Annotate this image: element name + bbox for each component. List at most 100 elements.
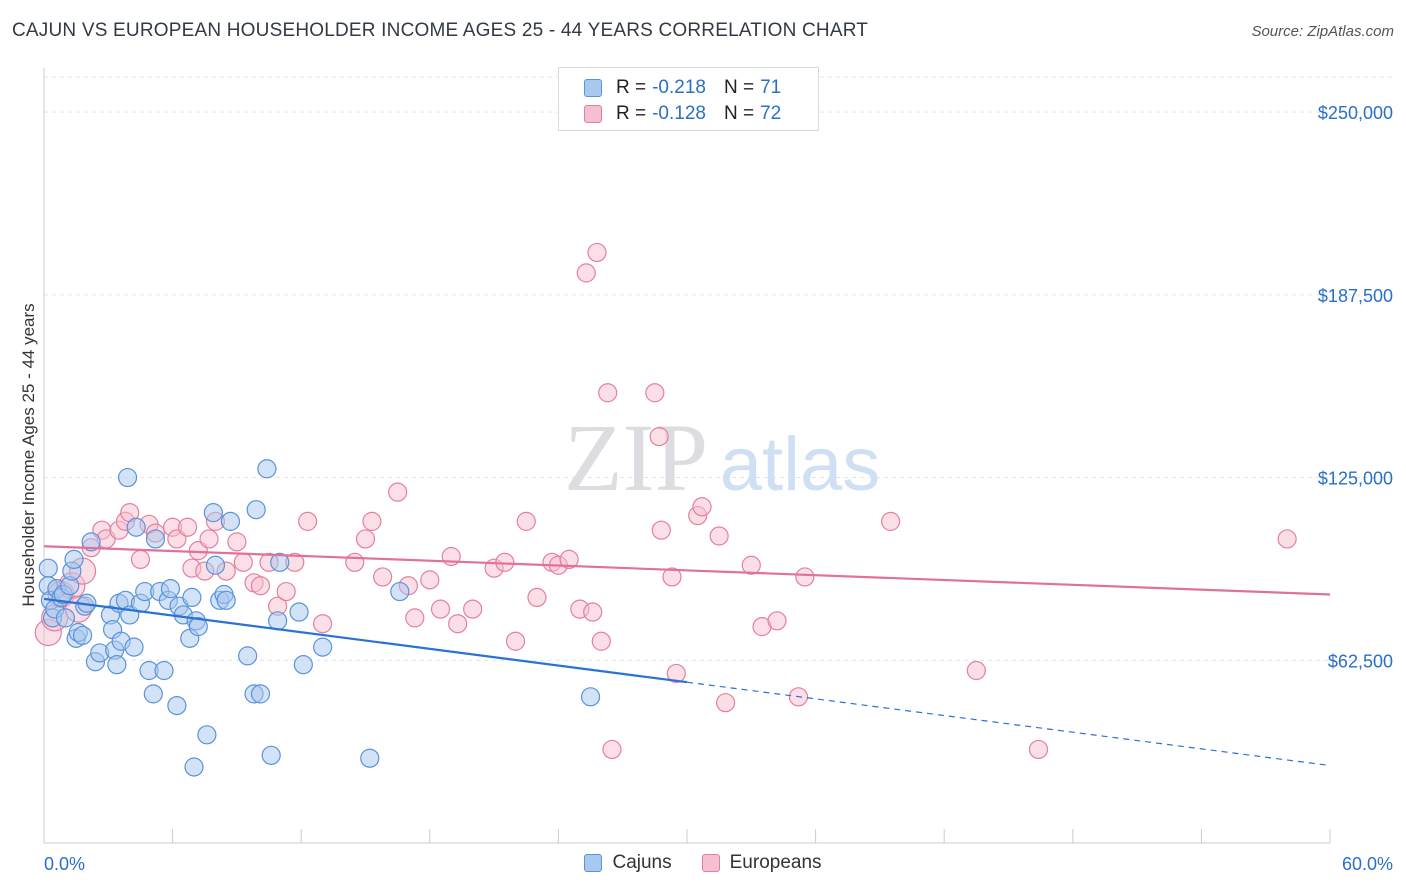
y-tick-label: $125,000 xyxy=(1318,469,1393,489)
europeans-legend-swatch xyxy=(701,854,720,872)
cajun-point xyxy=(38,558,58,578)
cajun-point xyxy=(188,617,208,637)
r-label: R = xyxy=(616,103,647,124)
y-tick-labels: $62,500 $125,000 $187,500 $250,000 xyxy=(1318,103,1393,671)
cajun-point xyxy=(293,655,313,675)
cajun-point xyxy=(257,459,277,479)
cajun-point xyxy=(154,660,174,681)
european-point xyxy=(795,567,815,587)
european-point xyxy=(602,739,622,760)
european-point xyxy=(645,383,665,403)
european-point xyxy=(583,602,603,622)
european-point xyxy=(966,660,986,681)
european-point xyxy=(420,570,440,590)
cajun-point xyxy=(360,748,380,768)
cajun-point xyxy=(117,467,138,488)
chart-title: CAJUN VS EUROPEAN HOUSEHOLDER INCOME AGE… xyxy=(12,20,869,41)
cajun-point xyxy=(72,625,93,646)
european-point xyxy=(388,482,408,502)
cajun-point xyxy=(216,590,236,610)
source-label: Source: ZipAtlas.com xyxy=(1251,23,1394,40)
european-point xyxy=(355,529,376,549)
european-point xyxy=(298,511,318,531)
cajuns-points xyxy=(38,459,601,777)
european-point xyxy=(649,427,669,447)
trend-lines xyxy=(43,545,1331,767)
european-point xyxy=(767,611,787,631)
cajun-point xyxy=(268,611,288,631)
european-point xyxy=(598,383,618,403)
europeans-legend-label: Europeans xyxy=(729,852,822,873)
n-label: N = xyxy=(723,103,755,124)
european-point xyxy=(527,587,547,608)
european-point xyxy=(1028,739,1049,760)
cajun-point xyxy=(182,587,202,608)
european-point xyxy=(233,552,253,572)
cajuns-swatch xyxy=(584,79,602,97)
cajun-point xyxy=(261,745,281,765)
grid-lines xyxy=(44,76,1395,661)
european-point xyxy=(591,631,611,651)
r-value: -0.218 xyxy=(652,77,706,98)
watermark-atlas: atlas xyxy=(720,422,881,507)
y-tick-label: $250,000 xyxy=(1318,103,1393,123)
european-point xyxy=(587,242,607,263)
cajuns-trend-line xyxy=(43,597,688,684)
european-point xyxy=(313,614,333,634)
cajun-point xyxy=(246,500,266,520)
cajuns-legend-swatch xyxy=(584,854,603,872)
x-tick-min: 0.0% xyxy=(44,854,85,874)
legend-row-cajuns: R = -0.218 N = 71 xyxy=(584,76,787,100)
cajun-point xyxy=(55,608,76,628)
cajun-point xyxy=(160,579,181,599)
n-label: N = xyxy=(723,77,755,98)
cajun-point xyxy=(250,684,271,704)
cajuns-legend-label: Cajuns xyxy=(612,852,672,873)
cajun-point xyxy=(205,555,226,575)
european-point xyxy=(662,567,682,587)
european-point xyxy=(881,511,901,531)
cajun-point xyxy=(126,517,146,537)
cajun-point xyxy=(184,757,204,777)
cajun-point xyxy=(107,655,127,675)
cajun-point xyxy=(81,532,101,552)
n-value: 72 xyxy=(760,103,782,124)
y-tick-label: $62,500 xyxy=(1328,651,1393,671)
x-tick-max: 60.0% xyxy=(1342,854,1393,874)
european-point xyxy=(505,631,526,651)
european-point xyxy=(199,529,219,549)
axes xyxy=(43,68,1331,844)
legend-item-europeans[interactable]: Europeans xyxy=(701,852,822,874)
europeans-swatch xyxy=(584,105,602,123)
european-point xyxy=(1277,529,1297,549)
european-point xyxy=(362,511,382,531)
series-legend: Cajuns Europeans xyxy=(0,852,1406,874)
watermark-zip: ZIP xyxy=(564,404,708,511)
european-point xyxy=(227,532,247,552)
european-point xyxy=(516,511,536,531)
cajun-point xyxy=(238,646,258,666)
legend-item-cajuns[interactable]: Cajuns xyxy=(584,852,672,874)
r-label: R = xyxy=(616,77,647,98)
correlation-legend: R = -0.218 N = 71 R = -0.128 N = 72 xyxy=(558,67,819,131)
european-point xyxy=(715,693,736,713)
european-point xyxy=(559,549,579,570)
european-point xyxy=(666,663,686,684)
cajun-point xyxy=(289,602,309,622)
european-point xyxy=(276,581,296,602)
cajun-point xyxy=(390,581,410,602)
european-point xyxy=(345,552,365,572)
european-point xyxy=(373,567,393,587)
cajun-point xyxy=(580,687,601,707)
european-point xyxy=(709,526,729,546)
europeans-trend-line xyxy=(43,545,1331,596)
y-tick-label: $187,500 xyxy=(1318,286,1393,306)
cajun-point xyxy=(143,684,163,704)
european-point xyxy=(448,614,468,634)
european-point xyxy=(692,497,712,517)
cajun-point xyxy=(64,549,84,570)
european-point xyxy=(651,520,671,540)
n-value: 71 xyxy=(760,77,782,98)
european-point xyxy=(463,599,483,619)
